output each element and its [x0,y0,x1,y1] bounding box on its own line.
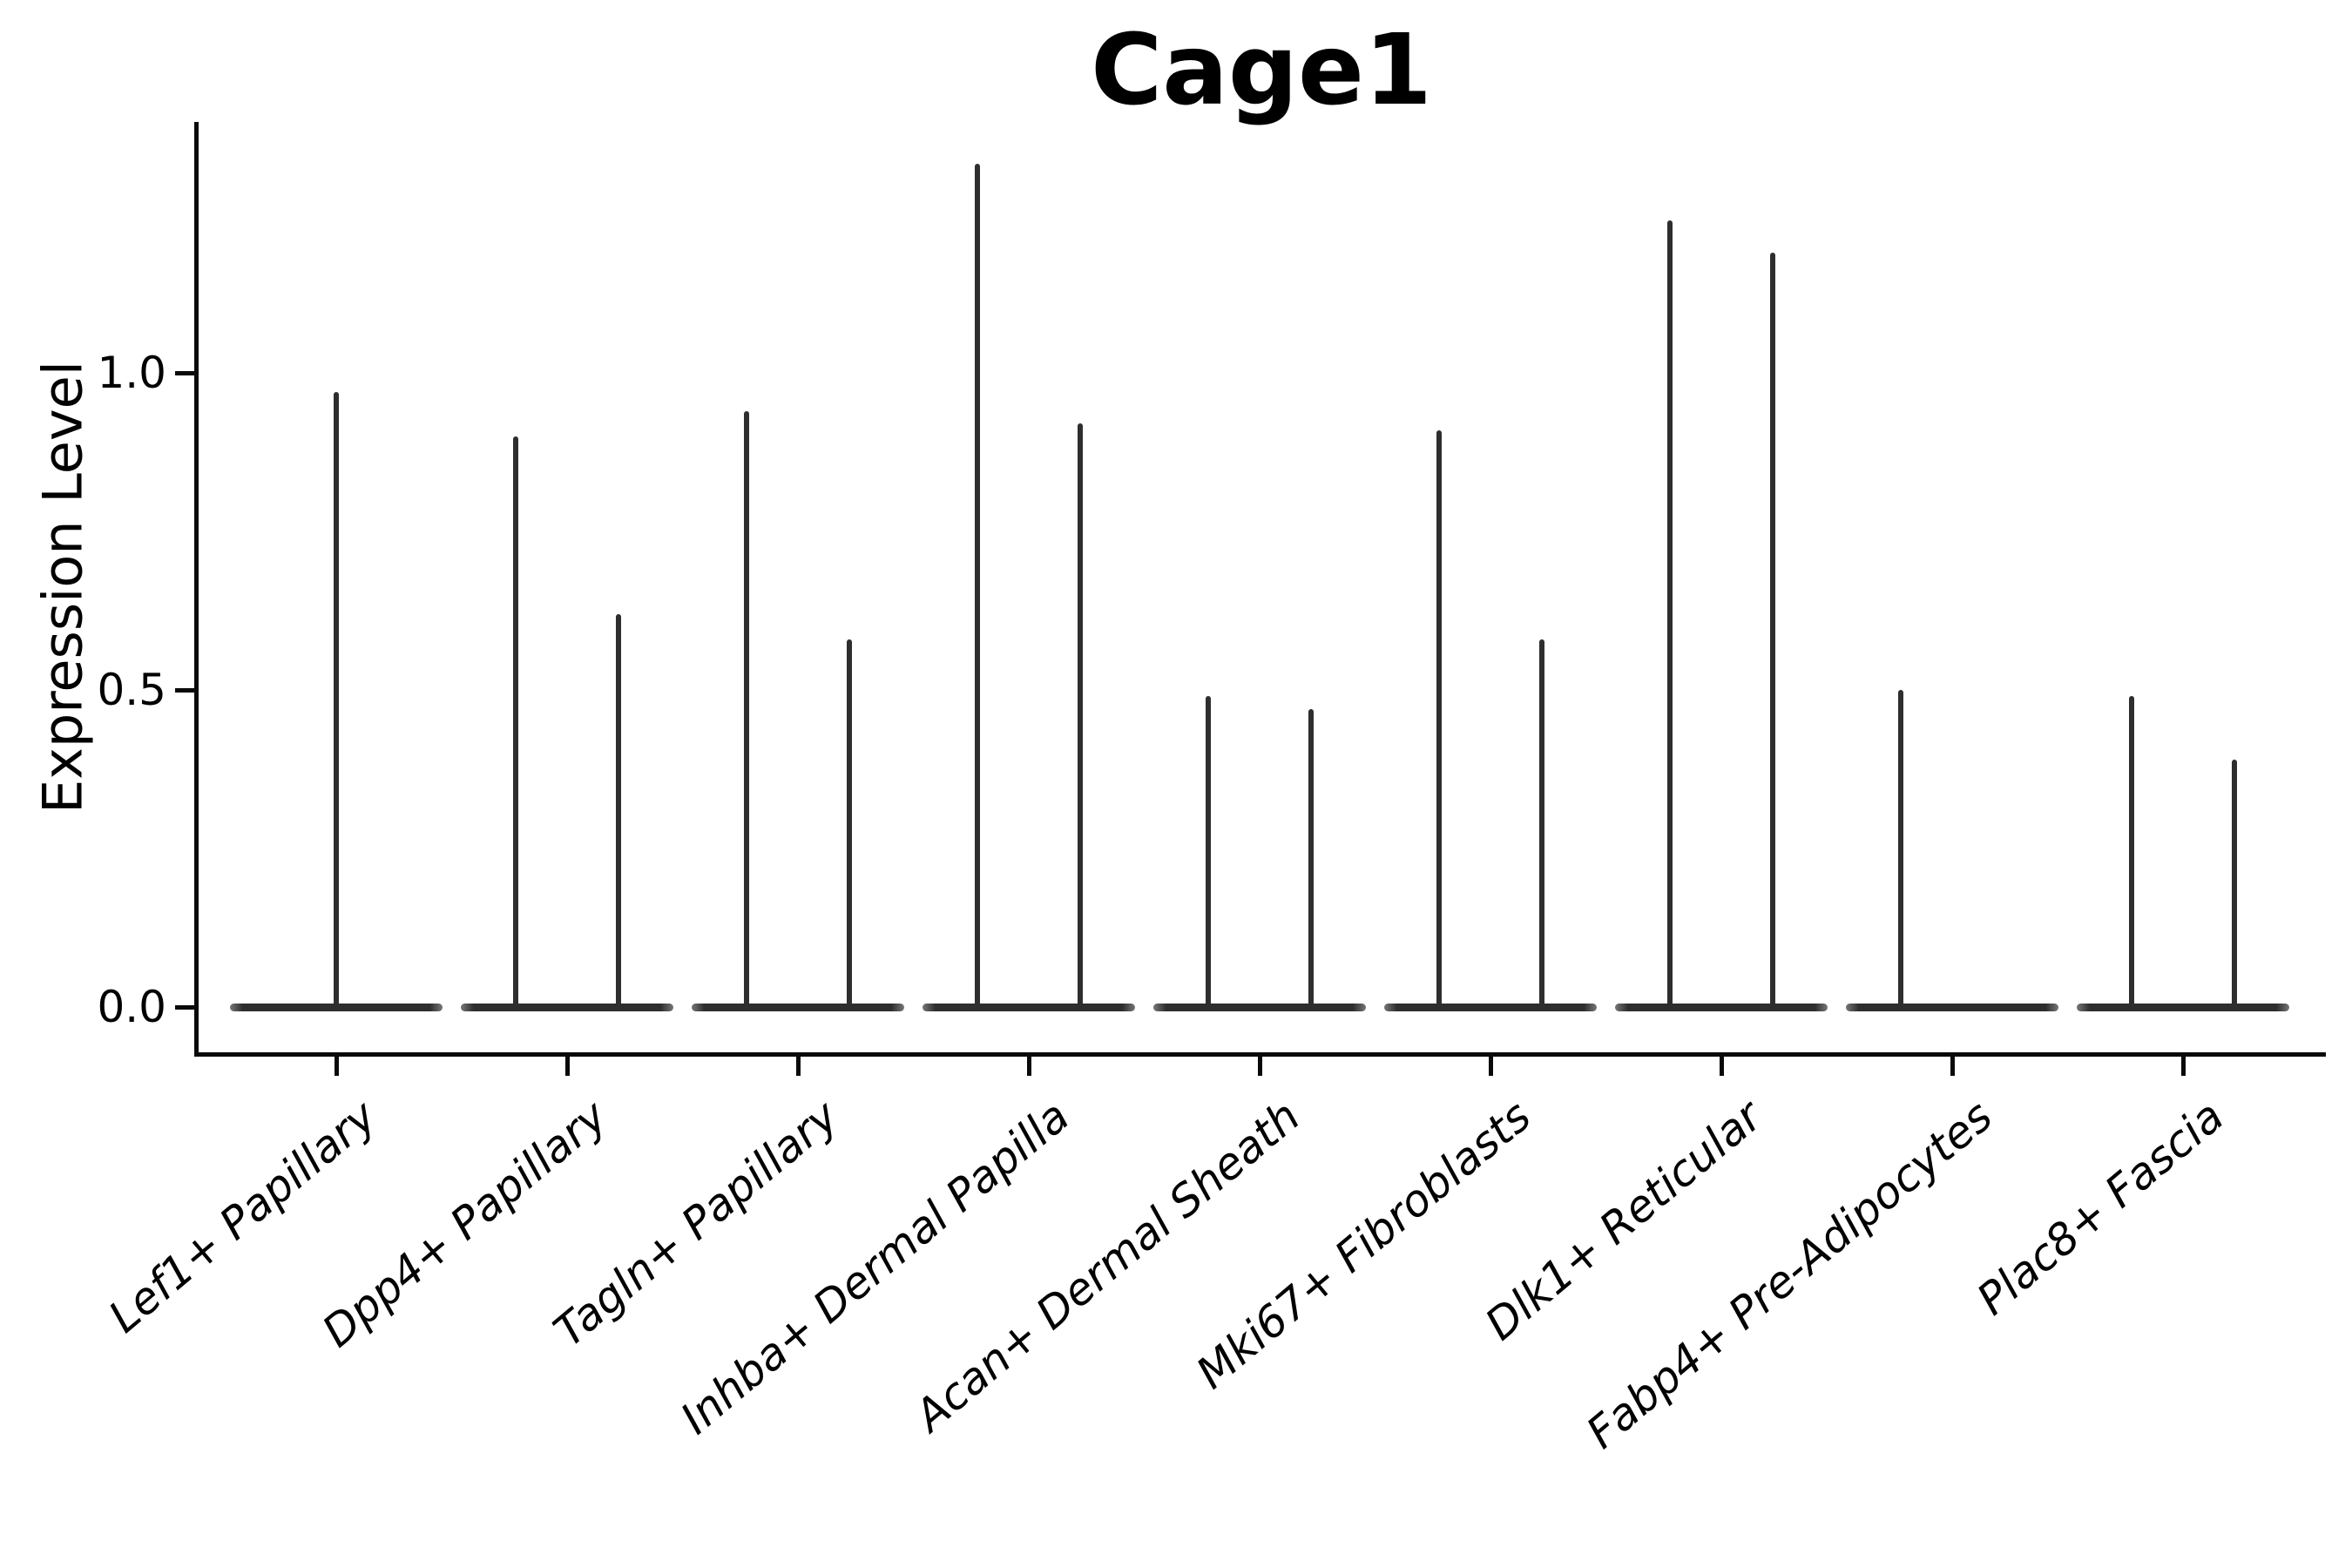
x-tick-label: Fabp4+ Pre-Adipocytes [1577,1091,2003,1459]
violin-spike [2129,696,2134,1007]
violin-base [461,1004,673,1011]
x-tick-label: Inhba+ Dermal Papilla [671,1091,1079,1444]
violin-spike [1206,696,1211,1007]
violin-base [230,1004,443,1011]
y-tick-mark [175,688,194,693]
violin-spike [334,391,339,1007]
y-tick-label: 0.5 [97,665,166,715]
violin-spike [616,613,621,1007]
violin-spike [975,163,980,1007]
y-tick-mark [175,1005,194,1010]
violin-base [2077,1004,2289,1011]
violin-spike [2232,760,2237,1007]
violin-spike [1308,708,1314,1007]
violin-base [1153,1004,1366,1011]
x-tick-mark [1489,1057,1493,1076]
violin-base [1384,1004,1597,1011]
x-tick-mark [565,1057,570,1076]
chart-title: Cage1 [1091,14,1432,127]
violin-spike [1436,429,1442,1007]
x-tick-mark [335,1057,339,1076]
violin-base [1615,1004,1828,1011]
y-tick-label: 0.0 [97,982,166,1032]
x-tick-mark [1950,1057,1955,1076]
violin-spike [1539,639,1544,1007]
violin-spike [1770,252,1775,1007]
y-tick-mark [175,371,194,375]
violin-spike [1898,690,1903,1007]
x-tick-mark [1720,1057,1724,1076]
y-axis-label: Expression Level [30,361,95,814]
violin-base [1846,1004,2058,1011]
x-tick-label: Acan+ Dermal Sheath [905,1091,1310,1442]
violin-spike [1078,423,1083,1007]
y-tick-label: 1.0 [97,348,166,398]
bottom-spine [194,1052,2326,1057]
x-tick-mark [1258,1057,1262,1076]
x-tick-label: Plac8+ Fascia [1967,1091,2234,1325]
x-tick-mark [2181,1057,2186,1076]
violin-spike [847,639,852,1007]
x-tick-mark [1027,1057,1031,1076]
x-tick-mark [796,1057,801,1076]
violin-spike [513,436,518,1007]
violin-base [692,1004,904,1011]
violin-spike [744,410,749,1007]
violin-base [923,1004,1135,1011]
violin-spike [1667,220,1673,1007]
left-spine [194,122,199,1057]
